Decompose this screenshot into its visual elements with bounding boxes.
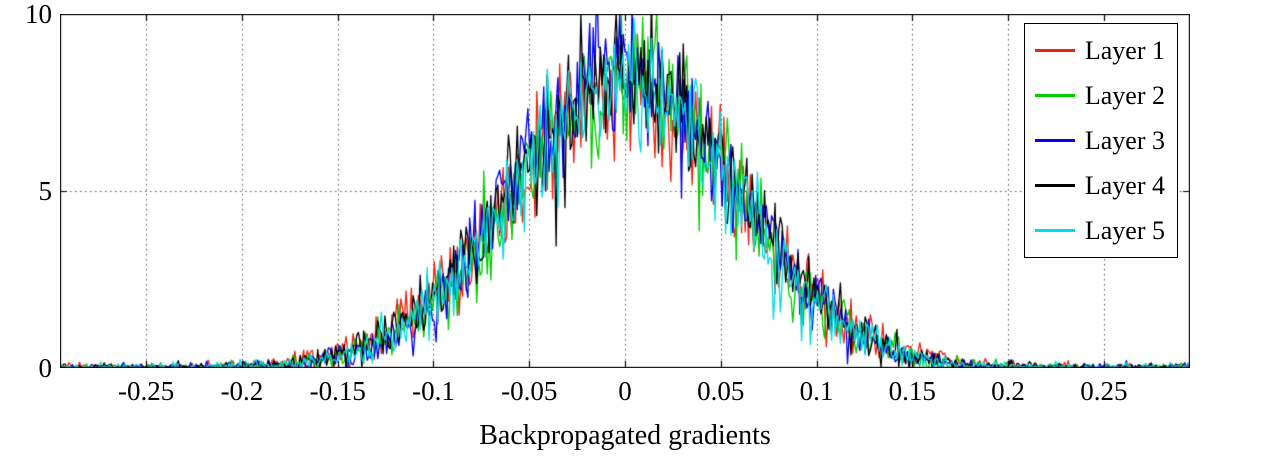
x-axis-tick-label: 0.15 [888,376,936,406]
y-axis-tick-label: 10 [25,0,52,29]
chart-canvas [60,14,1190,368]
x-axis-tick-label: -0.15 [309,376,366,406]
plot-area: Layer 1 Layer 2 Layer 3 Layer 4 Layer 5 [60,14,1190,368]
legend-item: Layer 2 [1034,73,1165,118]
legend-label: Layer 4 [1084,170,1165,200]
y-axis-tick-label: 0 [38,353,53,383]
legend-label: Layer 5 [1084,215,1165,245]
x-axis-tick-label: -0.25 [118,376,175,406]
legend-swatch-layer-4 [1034,184,1075,187]
x-axis-tick-label: 0.05 [697,376,745,406]
x-axis-tick-label: -0.1 [412,376,455,406]
x-axis-tick-label: 0.2 [991,376,1025,406]
x-axis-tick-label: 0.25 [1080,376,1128,406]
legend-label: Layer 2 [1084,80,1165,110]
x-axis-title: Backpropagated gradients [479,420,771,451]
legend-item: Layer 5 [1034,208,1165,253]
legend-label: Layer 1 [1084,35,1165,65]
legend-item: Layer 4 [1034,163,1165,208]
legend-swatch-layer-3 [1034,139,1075,142]
x-axis-tick-label: -0.2 [220,376,264,406]
legend-item: Layer 1 [1034,28,1165,73]
legend-swatch-layer-2 [1034,94,1075,97]
x-axis-tick-label: 0 [618,376,632,406]
x-axis-tick-label: -0.05 [501,376,558,406]
legend-item: Layer 3 [1034,118,1165,163]
legend-label: Layer 3 [1084,125,1165,155]
legend-swatch-layer-1 [1034,49,1075,52]
legend: Layer 1 Layer 2 Layer 3 Layer 4 Layer 5 [1023,23,1178,258]
y-axis-tick-label: 5 [38,176,53,206]
x-axis-tick-label: 0.1 [799,376,834,406]
legend-swatch-layer-5 [1034,229,1075,232]
